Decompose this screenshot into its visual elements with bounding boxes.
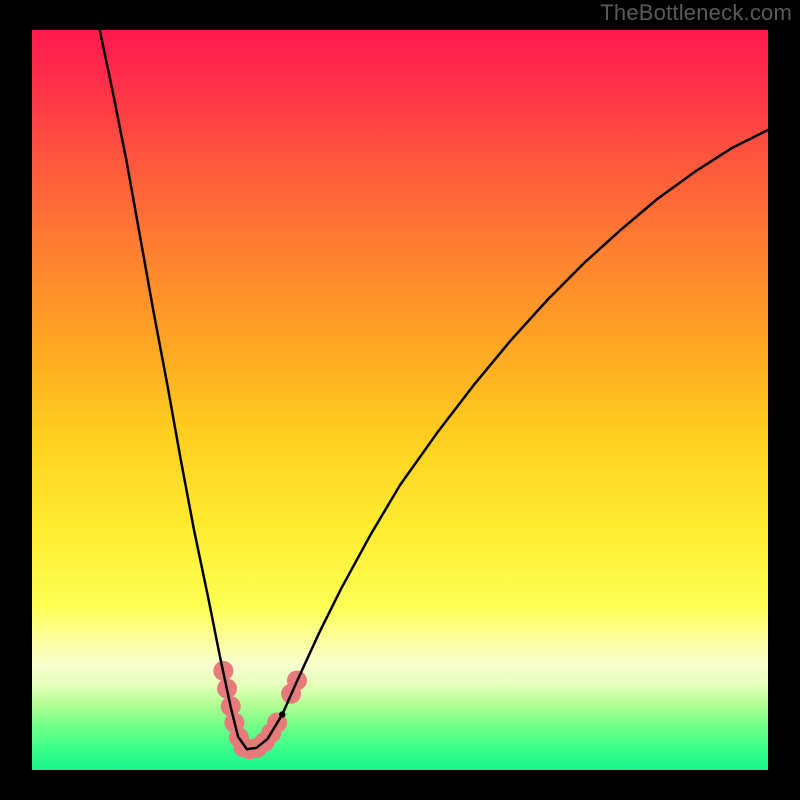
chart-frame: TheBottleneck.com bbox=[0, 0, 800, 800]
bottleneck-chart bbox=[0, 0, 800, 800]
gradient-background bbox=[32, 30, 768, 770]
curve-marker-dot bbox=[279, 711, 285, 717]
watermark-text: TheBottleneck.com bbox=[600, 0, 792, 26]
